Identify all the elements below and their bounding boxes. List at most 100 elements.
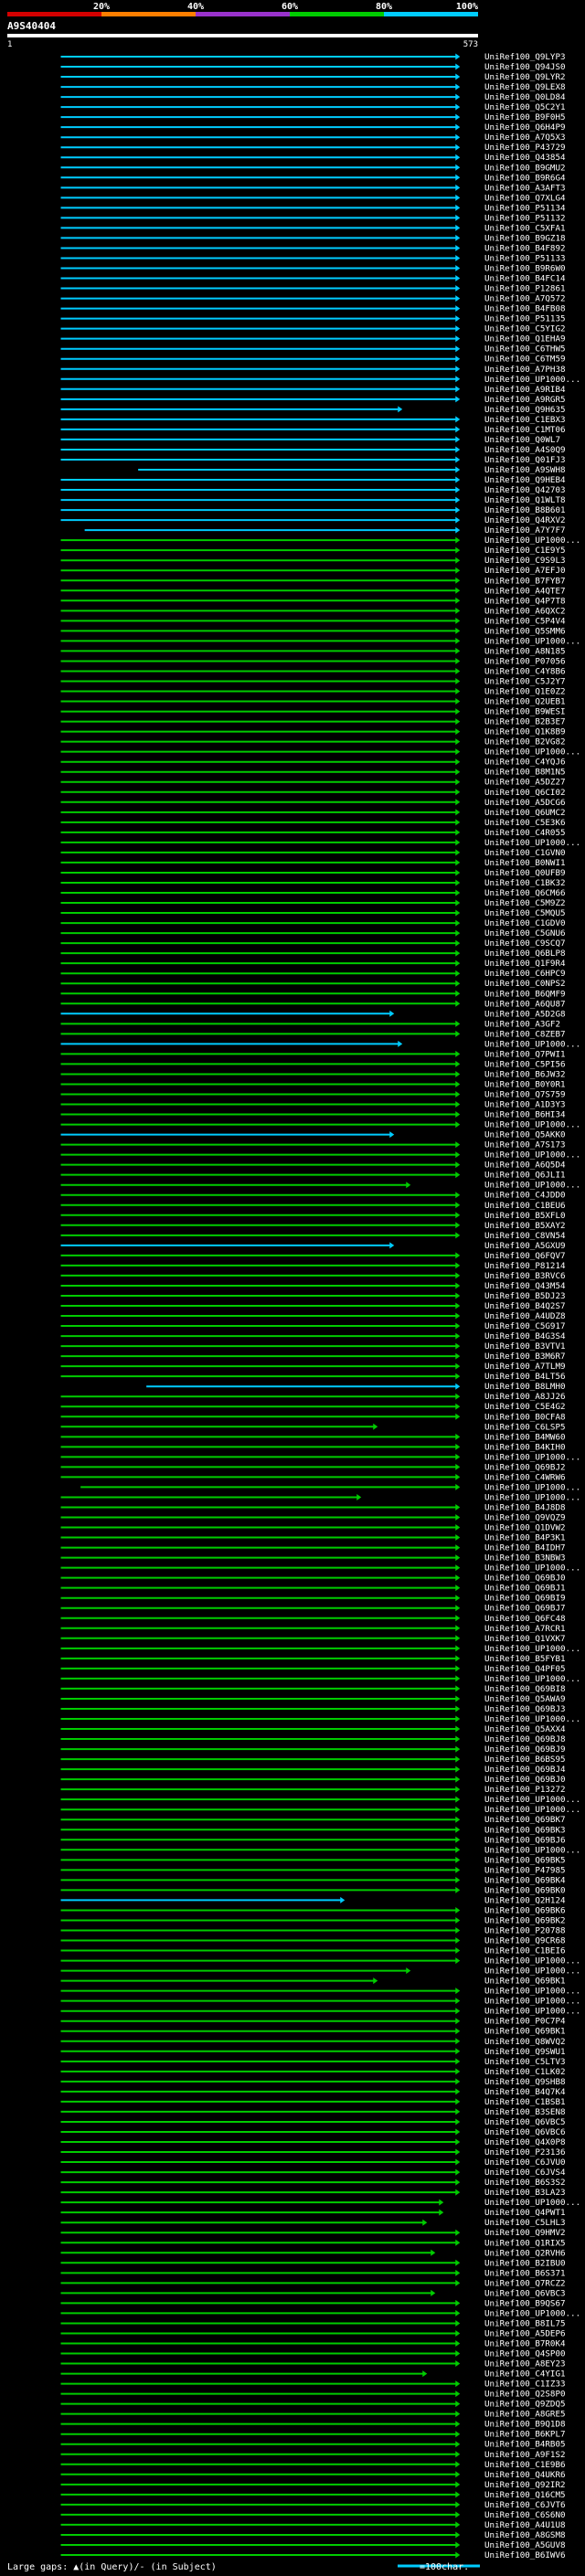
hit-label[interactable]: UniRef100_Q1WLT8 — [484, 495, 566, 505]
hit-label[interactable]: UniRef100_P51134 — [484, 203, 566, 213]
hit-label[interactable]: UniRef100_Q1K8B9 — [484, 727, 566, 737]
hit-row[interactable]: UniRef100_A7TLM9 — [60, 1362, 566, 1372]
hit-label[interactable]: UniRef100_C5XFA1 — [484, 223, 566, 233]
hit-row[interactable]: UniRef100_Q9ZDQ5 — [60, 2400, 566, 2410]
hit-label[interactable]: UniRef100_B4P3K1 — [484, 1533, 566, 1543]
hit-label[interactable]: UniRef100_B6JW32 — [484, 1069, 566, 1079]
hit-row[interactable]: UniRef100_B4F892 — [60, 243, 566, 253]
hit-label[interactable]: UniRef100_Q4P7T8 — [484, 596, 566, 606]
hit-row[interactable]: UniRef100_A7Q572 — [60, 294, 566, 304]
hit-label[interactable]: UniRef100_Q4SP00 — [484, 2349, 566, 2359]
hit-row[interactable]: UniRef100_A5GXU9 — [60, 1241, 566, 1251]
hit-label[interactable]: UniRef100_B9Q1D8 — [484, 2420, 566, 2430]
hit-label[interactable]: UniRef100_UP1000... — [484, 1805, 580, 1815]
hit-row[interactable]: UniRef100_C5PI56 — [60, 1059, 566, 1069]
hit-label[interactable]: UniRef100_A4UDZ8 — [484, 1311, 566, 1321]
hit-row[interactable]: UniRef100_UP1000... — [60, 1714, 581, 1724]
hit-row[interactable]: UniRef100_A9SWH8 — [138, 465, 566, 475]
hit-label[interactable]: UniRef100_A6QXC2 — [484, 606, 566, 616]
hit-row[interactable]: UniRef100_Q69BK4 — [60, 1875, 566, 1885]
hit-label[interactable]: UniRef100_A8N185 — [484, 646, 566, 656]
hit-row[interactable]: UniRef100_Q42703 — [60, 485, 566, 495]
hit-label[interactable]: UniRef100_P51132 — [484, 213, 566, 223]
hit-row[interactable]: UniRef100_B3VTV1 — [60, 1341, 566, 1352]
hit-label[interactable]: UniRef100_B5XAY2 — [484, 1221, 566, 1231]
hit-row[interactable]: UniRef100_A4UDZ8 — [60, 1311, 566, 1321]
hit-row[interactable]: UniRef100_Q5SMM6 — [60, 626, 566, 636]
hit-row[interactable]: UniRef100_Q9LYP3 — [60, 52, 566, 62]
hit-row[interactable]: UniRef100_C1IZ33 — [60, 2380, 566, 2390]
hit-label[interactable]: UniRef100_B9GMU2 — [484, 163, 566, 173]
hit-label[interactable]: UniRef100_Q6FC48 — [484, 1614, 566, 1624]
hit-label[interactable]: UniRef100_B4Q7K4 — [484, 2087, 566, 2097]
hit-row[interactable]: UniRef100_B5DJ23 — [60, 1291, 566, 1301]
hit-row[interactable]: UniRef100_Q9HMV2 — [60, 2228, 566, 2238]
hit-row[interactable]: UniRef100_Q9CR68 — [60, 1936, 566, 1946]
hit-row[interactable]: UniRef100_C5E3K6 — [60, 818, 566, 828]
hit-label[interactable]: UniRef100_Q1VXK7 — [484, 1634, 566, 1644]
hit-label[interactable]: UniRef100_B3NBW3 — [484, 1553, 566, 1564]
hit-label[interactable]: UniRef100_P43729 — [484, 143, 566, 153]
hit-label[interactable]: UniRef100_B3SEN8 — [484, 2107, 566, 2117]
hit-label[interactable]: UniRef100_B0CFA8 — [484, 1412, 566, 1422]
hit-label[interactable]: UniRef100_C6LSP5 — [484, 1422, 566, 1432]
hit-label[interactable]: UniRef100_B2B3E7 — [484, 717, 566, 727]
hit-label[interactable]: UniRef100_B4Q2S7 — [484, 1301, 566, 1311]
hit-row[interactable]: UniRef100_Q1VXK7 — [60, 1634, 566, 1644]
hit-label[interactable]: UniRef100_UP1000... — [484, 1644, 580, 1654]
hit-label[interactable]: UniRef100_Q9VQZ9 — [484, 1513, 566, 1523]
hit-label[interactable]: UniRef100_B4MW60 — [484, 1432, 566, 1442]
hit-row[interactable]: UniRef100_UP1000... — [60, 1987, 581, 1997]
hit-row[interactable]: UniRef100_B2VG82 — [60, 737, 566, 747]
hit-label[interactable]: UniRef100_A8JJ26 — [484, 1392, 566, 1402]
hit-label[interactable]: UniRef100_UP1000... — [484, 838, 580, 848]
hit-label[interactable]: UniRef100_Q69BK6 — [484, 1905, 566, 1915]
hit-row[interactable]: UniRef100_UP1000... — [60, 1564, 581, 1574]
hit-row[interactable]: UniRef100_Q9SHB8 — [60, 2077, 566, 2087]
hit-label[interactable]: UniRef100_Q9ZDQ5 — [484, 2400, 566, 2410]
hit-label[interactable]: UniRef100_P23136 — [484, 2147, 566, 2157]
hit-row[interactable]: UniRef100_B4J8D8 — [60, 1502, 566, 1512]
hit-row[interactable]: UniRef100_B6S371 — [60, 2268, 566, 2278]
hit-label[interactable]: UniRef100_A4QTE7 — [484, 586, 566, 596]
hit-label[interactable]: UniRef100_Q01FJ3 — [484, 455, 566, 465]
hit-label[interactable]: UniRef100_C5J2Y7 — [484, 677, 566, 687]
hit-label[interactable]: UniRef100_Q69BJ4 — [484, 1765, 566, 1775]
hit-label[interactable]: UniRef100_C5MQU5 — [484, 908, 566, 918]
hit-row[interactable]: UniRef100_B9R6G4 — [60, 173, 566, 183]
hit-label[interactable]: UniRef100_A5GXU9 — [484, 1241, 566, 1251]
hit-row[interactable]: UniRef100_UP1000... — [60, 1966, 581, 1977]
hit-label[interactable]: UniRef100_C1LK02 — [484, 2067, 566, 2077]
hit-row[interactable]: UniRef100_UP1000... — [60, 1795, 581, 1805]
hit-label[interactable]: UniRef100_A7Q5X3 — [484, 133, 566, 143]
hit-label[interactable]: UniRef100_C1BK32 — [484, 878, 566, 888]
hit-label[interactable]: UniRef100_Q9H635 — [484, 405, 566, 415]
hit-row[interactable]: UniRef100_Q6JLI1 — [60, 1171, 566, 1181]
hit-row[interactable]: UniRef100_C8VN54 — [60, 1231, 566, 1241]
hit-label[interactable]: UniRef100_UP1000... — [484, 1845, 580, 1855]
hit-row[interactable]: UniRef100_UP1000... — [60, 1150, 581, 1161]
hit-label[interactable]: UniRef100_C6S6N0 — [484, 2510, 566, 2520]
hit-row[interactable]: UniRef100_UP1000... — [60, 2007, 581, 2017]
hit-label[interactable]: UniRef100_UP1000... — [484, 747, 580, 758]
hit-label[interactable]: UniRef100_A8EY23 — [484, 2359, 566, 2369]
hit-label[interactable]: UniRef100_C5PI56 — [484, 1059, 566, 1069]
hit-row[interactable]: UniRef100_Q1WLT8 — [60, 495, 566, 505]
hit-row[interactable]: UniRef100_UP1000... — [60, 1644, 581, 1654]
hit-label[interactable]: UniRef100_Q6UMC2 — [484, 808, 566, 818]
hit-row[interactable]: UniRef100_UP1000... — [80, 1482, 580, 1492]
hit-row[interactable]: UniRef100_P07056 — [60, 656, 566, 666]
hit-row[interactable]: UniRef100_A8GRE5 — [60, 2410, 566, 2420]
hit-row[interactable]: UniRef100_C6JVT6 — [60, 2500, 566, 2510]
hit-label[interactable]: UniRef100_Q6VBC3 — [484, 2288, 566, 2298]
hit-row[interactable]: UniRef100_C8ZEB7 — [60, 1029, 566, 1039]
hit-label[interactable]: UniRef100_Q69BJ7 — [484, 1604, 566, 1614]
hit-label[interactable]: UniRef100_Q7S759 — [484, 1089, 566, 1099]
hit-label[interactable]: UniRef100_Q9HMV2 — [484, 2228, 566, 2238]
hit-row[interactable]: UniRef100_A7Q5X3 — [60, 133, 566, 143]
hit-row[interactable]: UniRef100_B6HI34 — [60, 1110, 566, 1120]
hit-label[interactable]: UniRef100_UP1000... — [484, 1452, 580, 1462]
hit-label[interactable]: UniRef100_Q69BI9 — [484, 1594, 566, 1604]
hit-label[interactable]: UniRef100_C5P4V4 — [484, 616, 566, 626]
hit-label[interactable]: UniRef100_UP1000... — [484, 1492, 580, 1502]
